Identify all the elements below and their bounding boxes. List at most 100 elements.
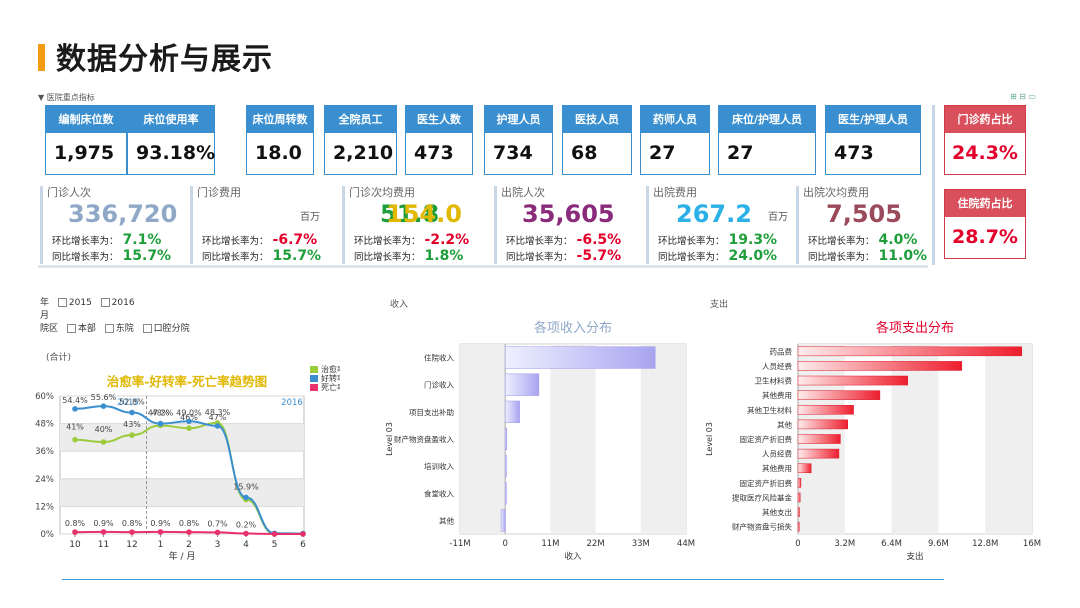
data-point[interactable] — [72, 529, 78, 535]
bar[interactable] — [797, 463, 812, 474]
kpi-card[interactable]: 编制床位数 1,975 — [45, 105, 127, 175]
kpi-value: 27 — [649, 142, 676, 164]
kpi-label: 床位周转数 — [247, 106, 313, 133]
yoy-growth-row: 同比增长率为： 24.0% — [658, 248, 777, 264]
panel-tools-icons[interactable]: ⊞ ⊟ ▭ — [1009, 92, 1036, 101]
yoy-growth-row: 同比增长率为： -5.7% — [506, 248, 621, 264]
data-point[interactable] — [100, 439, 107, 445]
category-label: 人员经费 — [762, 449, 792, 459]
bar[interactable] — [504, 482, 507, 505]
kpi-value: 734 — [493, 142, 533, 164]
year-option: 2015 — [68, 298, 92, 308]
yoy-growth-value: 11.0% — [878, 248, 928, 264]
kpi-card[interactable]: 医生人数 473 — [405, 105, 473, 175]
data-point[interactable] — [129, 529, 135, 535]
bar[interactable] — [797, 390, 881, 400]
data-point[interactable] — [186, 418, 192, 425]
kpi-card[interactable]: 床位周转数 18.0 — [246, 105, 314, 175]
ratio-kpi-card[interactable]: 住院药占比 28.7% — [944, 189, 1026, 259]
data-point[interactable] — [214, 529, 221, 536]
kpi-card[interactable]: 药师人员 27 — [640, 105, 710, 175]
bar[interactable] — [797, 507, 800, 517]
kpi-value: 473 — [834, 142, 874, 164]
data-point[interactable] — [129, 409, 135, 416]
bar[interactable] — [504, 346, 656, 369]
category-label: 财产物资盘盈收入 — [394, 434, 454, 444]
category-label: 其他费用 — [762, 463, 792, 473]
data-point[interactable] — [157, 420, 164, 427]
stat-unit: 百万 — [768, 212, 788, 223]
data-point[interactable] — [100, 529, 107, 535]
kpi-card[interactable]: 床位/护理人员 27 — [718, 105, 816, 175]
mom-growth-label: 环比增长率为： — [52, 236, 119, 247]
bar[interactable] — [797, 492, 801, 503]
data-point[interactable] — [186, 425, 192, 431]
kpi-card[interactable]: 床位使用率 93.18% — [127, 105, 215, 175]
campus-label: 院区 — [40, 324, 59, 334]
category-label: 提取医疗风险基金 — [732, 492, 792, 502]
category-label: 培训收入 — [424, 461, 454, 471]
kpi-value: 1,975 — [54, 142, 115, 164]
mom-growth-label: 环比增长率为： — [354, 236, 421, 247]
stat-cell[interactable]: 出院费用 267.2 百万 环比增长率为： 19.3% 同比增长率为： 24.0% — [646, 182, 792, 264]
data-point[interactable] — [100, 403, 107, 409]
stat-cell[interactable]: 门诊人次 336,720 环比增长率为： 7.1% 同比增长率为： 15.7% — [40, 182, 186, 264]
data-label: 47.2% — [148, 408, 174, 417]
bar[interactable] — [504, 373, 540, 396]
data-point[interactable] — [243, 494, 249, 501]
data-point[interactable] — [72, 406, 78, 412]
bar[interactable] — [797, 448, 840, 459]
category-label: 卫生材料费 — [755, 376, 793, 386]
category-label: 其他费用 — [762, 390, 792, 400]
yoy-growth-value: -5.7% — [576, 248, 622, 264]
bar[interactable] — [500, 509, 506, 532]
bar[interactable] — [797, 434, 841, 444]
data-point[interactable] — [72, 436, 78, 443]
bar[interactable] — [797, 375, 908, 386]
yoy-growth-label: 同比增长率为： — [808, 252, 875, 263]
stat-value: 51.8 — [380, 200, 440, 228]
grid-band — [891, 344, 939, 534]
bar[interactable] — [797, 404, 854, 415]
yoy-growth-label: 同比增长率为： — [202, 252, 269, 263]
campus-main-checkbox[interactable] — [66, 324, 76, 333]
data-point[interactable] — [186, 529, 192, 535]
x-tick-label: 10 — [69, 540, 81, 550]
mom-growth-label: 环比增长率为： — [808, 236, 875, 247]
panel-caption[interactable]: ▼ 医院重点指标 — [38, 93, 95, 102]
stat-cell[interactable]: 门诊次均费用 154.0 环比增长率为： -2.2% 同比增长率为： 1.8% — [342, 182, 488, 264]
stat-cell[interactable]: 出院人次 35,605 环比增长率为： -6.5% 同比增长率为： -5.7% — [494, 182, 640, 264]
data-label: 46% — [180, 413, 198, 422]
bar[interactable] — [504, 400, 520, 423]
bar[interactable] — [504, 455, 507, 478]
bar[interactable] — [797, 521, 800, 532]
data-point[interactable] — [157, 529, 164, 535]
campus-dental-checkbox[interactable] — [142, 324, 152, 333]
kpi-card[interactable]: 医生/护理人员 473 — [825, 105, 921, 175]
kpi-card[interactable]: 医技人员 68 — [562, 105, 632, 175]
stat-cell[interactable]: 出院次均费用 7,505 环比增长率为： 4.0% 同比增长率为： 11.0% — [796, 182, 942, 264]
data-point[interactable] — [243, 530, 249, 537]
data-point[interactable] — [300, 531, 306, 537]
year-2015-checkbox[interactable] — [57, 298, 67, 307]
line-chart-title: 治愈率-好转率-死亡率趋势图 — [107, 374, 267, 389]
data-point[interactable] — [129, 432, 135, 438]
campus-east-checkbox[interactable] — [104, 324, 114, 333]
bar[interactable] — [797, 419, 848, 430]
data-point[interactable] — [271, 531, 278, 537]
stat-cell[interactable]: 门诊费用 51.8 百万 环比增长率为： -6.7% 同比增长率为： 15.7% — [190, 182, 439, 264]
kpi-value: 2,210 — [333, 142, 394, 164]
year-2016-checkbox[interactable] — [100, 298, 110, 307]
category-label: 药品费 — [770, 346, 793, 356]
ratio-kpi-card[interactable]: 门诊药占比 24.3% — [944, 105, 1026, 175]
data-point[interactable] — [214, 423, 221, 429]
data-label: 0.8% — [179, 519, 200, 528]
bar[interactable] — [797, 361, 963, 371]
stat-label: 门诊人次 — [47, 186, 91, 199]
category-label: 财产物资盘亏损失 — [732, 522, 792, 532]
bar[interactable] — [797, 346, 1023, 357]
bar[interactable] — [797, 478, 802, 488]
kpi-card[interactable]: 护理人员 734 — [484, 105, 553, 175]
bar[interactable] — [504, 427, 508, 451]
kpi-card[interactable]: 全院员工 2,210 — [324, 105, 397, 175]
